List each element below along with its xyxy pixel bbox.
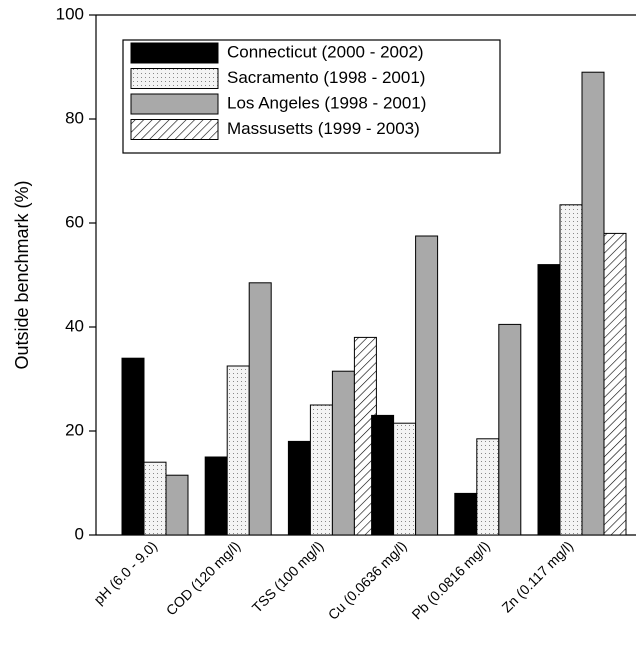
bar xyxy=(537,264,561,536)
y-tick-label: 20 xyxy=(65,420,84,439)
bar xyxy=(309,404,333,536)
bar xyxy=(454,492,478,536)
bar xyxy=(204,456,228,536)
bar xyxy=(287,440,311,536)
bar xyxy=(415,235,439,536)
y-tick-label: 80 xyxy=(65,108,84,127)
bar xyxy=(121,357,145,536)
y-tick-label: 100 xyxy=(56,4,84,23)
bar xyxy=(559,204,583,536)
y-tick-label: 60 xyxy=(65,212,84,231)
bar xyxy=(143,461,167,536)
legend-swatch xyxy=(130,68,219,89)
legend-swatch xyxy=(130,93,219,115)
y-tick-label: 40 xyxy=(65,316,84,335)
bar xyxy=(476,438,500,536)
legend-label: Connecticut (2000 - 2002) xyxy=(227,42,424,61)
legend-swatch xyxy=(130,119,219,140)
legend-label: Sacramento (1998 - 2001) xyxy=(227,68,425,87)
bar xyxy=(498,323,522,536)
bar xyxy=(248,282,272,536)
bar xyxy=(393,422,417,536)
x-tick-label: Cu (0.0636 mg/l) xyxy=(325,538,410,623)
x-tick-label: Pb (0.0816 mg/l) xyxy=(408,538,492,622)
x-tick-label: Zn (0.117 mg/l) xyxy=(498,538,576,616)
legend-label: Los Angeles (1998 - 2001) xyxy=(227,93,426,112)
y-axis-label: Outside benchmark (%) xyxy=(12,180,32,369)
bar xyxy=(226,365,250,536)
legend-label: Massusetts (1999 - 2003) xyxy=(227,119,420,138)
bar xyxy=(165,474,189,536)
bar xyxy=(581,71,605,536)
bar xyxy=(371,414,395,536)
x-tick-label: pH (6.0 - 9.0) xyxy=(90,538,160,608)
x-tick-label: COD (120 mg/l) xyxy=(163,538,244,619)
legend-swatch xyxy=(130,42,219,64)
bar xyxy=(603,232,627,536)
x-tick-label: TSS (100 mg/l) xyxy=(249,538,327,616)
bar xyxy=(331,370,355,536)
y-tick-label: 0 xyxy=(75,524,84,543)
